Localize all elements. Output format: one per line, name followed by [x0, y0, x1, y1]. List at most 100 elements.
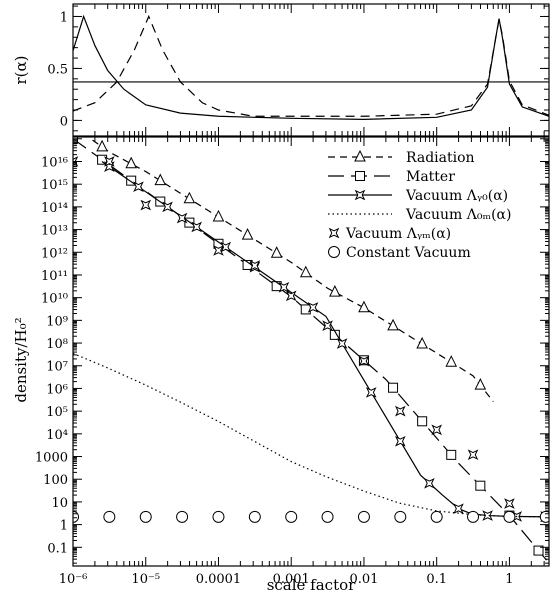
series-0-marker	[387, 318, 399, 331]
legend-label-3: Vacuum Λ₀ₘ(α)	[405, 207, 511, 223]
bottom-y-tick-label: 10¹¹	[41, 269, 68, 284]
series-2-marker	[336, 338, 348, 349]
series-0-marker	[96, 139, 108, 152]
legend-label-4: Vacuum Λᵧₘ(α)	[345, 226, 451, 242]
series-4-point	[249, 260, 261, 271]
bottom-y-tick-label: 10⁷	[46, 360, 68, 375]
series-5-point	[394, 510, 407, 523]
bottom-panel: 10⁻⁶ 10⁻⁵ 0.0001 0.001 0.01 0.1 1 0.1 1 10 100 1000…	[35, 136, 550, 587]
series-4-point	[213, 245, 224, 256]
bottom-y-tick-label: 10	[51, 496, 68, 511]
bottom-y-tick-label: 10¹⁶	[41, 155, 68, 170]
series-5-point	[139, 510, 152, 523]
series-0-marker	[358, 300, 370, 313]
series-0-line	[87, 137, 494, 403]
series-2-marker	[453, 503, 464, 514]
series-2-marker	[133, 181, 144, 193]
series-5-point	[176, 510, 189, 523]
series-5-point	[539, 510, 549, 523]
series-2-marker	[220, 241, 232, 253]
series-4-point	[467, 449, 479, 461]
series-4-point	[176, 212, 188, 224]
legend-marker-4	[328, 227, 340, 239]
legend-label-1: Matter	[406, 169, 455, 185]
series-4-point	[358, 355, 370, 367]
series-5-point	[103, 510, 116, 523]
bottom-y-tick-label: 10⁵	[46, 405, 68, 420]
series-0-marker	[445, 355, 458, 367]
series-0-marker	[270, 246, 283, 258]
bottom-y-tick-label: 1000	[35, 451, 68, 466]
series-2-marker	[482, 510, 493, 521]
series-1-marker	[475, 480, 486, 491]
series-0-marker	[329, 285, 341, 297]
series-1-marker	[417, 416, 428, 427]
series-4-point	[431, 424, 442, 436]
series-5-point	[430, 510, 443, 523]
top-series-1-line	[73, 14, 549, 117]
bottom-y-tick-label: 100	[43, 473, 68, 488]
series-1-marker	[446, 449, 457, 460]
series-0-marker	[125, 156, 137, 169]
top-y-tick-label: 0.5	[47, 62, 68, 77]
series-0-marker	[299, 265, 312, 278]
series-1-marker	[300, 304, 311, 315]
x-tick-label: 0.0001	[196, 572, 242, 587]
series-2-marker	[278, 282, 290, 293]
series-0-marker	[474, 378, 487, 390]
legend-label-5: Constant Vacuum	[346, 245, 471, 261]
bottom-y-tick-label: 10¹³	[41, 224, 68, 239]
series-2-marker	[307, 302, 319, 313]
series-0-marker	[183, 191, 196, 204]
series-4-point	[504, 498, 515, 509]
series-4-point	[104, 156, 115, 167]
series-0-marker	[416, 336, 428, 349]
x-axis-label: scale factor	[267, 576, 356, 594]
bottom-y-tick-label: 1	[60, 519, 68, 534]
x-tick-label: 10⁻⁵	[131, 572, 160, 587]
series-0-marker	[241, 227, 254, 240]
top-y-tick-label: 0	[60, 114, 68, 129]
series-2-marker	[162, 201, 173, 213]
x-tick-label: 0.01	[349, 572, 378, 587]
top-y-tick-label: 1	[60, 10, 68, 25]
series-5-point	[321, 510, 334, 523]
series-5-point	[467, 510, 480, 523]
bottom-y-tick-label: 10⁴	[46, 428, 68, 443]
x-tick-label: 1	[505, 572, 513, 587]
legend-label-2: Vacuum Λᵧ₀(α)	[405, 188, 508, 204]
x-tick-label: 0.001	[273, 572, 310, 587]
series-4-point	[140, 199, 152, 211]
series-2-marker	[395, 435, 406, 447]
bottom-y-axis-label: density/H₀²	[12, 317, 30, 402]
x-tick-label: 10⁻⁶	[59, 572, 88, 587]
series-2-marker	[191, 221, 202, 233]
series-4-point	[285, 290, 297, 302]
series-5-point	[248, 510, 261, 523]
series-1-marker	[388, 382, 399, 393]
x-tick-label: 0.1	[426, 572, 447, 587]
legend-marker-2	[354, 189, 366, 201]
bottom-y-tick-label: 10¹⁰	[41, 292, 68, 307]
bottom-y-tick-label: 10¹⁴	[41, 201, 68, 216]
legend: Radiation Matter Vacuum Λᵧ₀(α) Vacuum Λ₀ₘ(α…	[328, 149, 511, 261]
series-4-point	[394, 405, 406, 417]
series-2-marker	[365, 387, 377, 398]
top-plot-area	[73, 14, 549, 120]
legend-marker-5	[328, 246, 340, 258]
bottom-frame	[72, 136, 550, 567]
series-2-marker	[424, 477, 435, 489]
series-5-point	[212, 510, 225, 523]
series-0-marker	[154, 173, 167, 186]
bottom-y-tick-label: 10⁸	[46, 337, 68, 352]
top-panel: 00.51	[47, 3, 550, 137]
series-4-point	[322, 320, 333, 332]
series-5-point	[357, 510, 370, 523]
series-5-point	[503, 510, 516, 523]
series-3-line	[73, 352, 549, 518]
series-1-marker	[533, 545, 544, 556]
bottom-y-tick-label: 0.1	[47, 541, 68, 556]
bottom-y-tick-label: 10¹⁵	[41, 178, 68, 193]
bottom-y-tick-label: 10¹²	[41, 246, 68, 261]
